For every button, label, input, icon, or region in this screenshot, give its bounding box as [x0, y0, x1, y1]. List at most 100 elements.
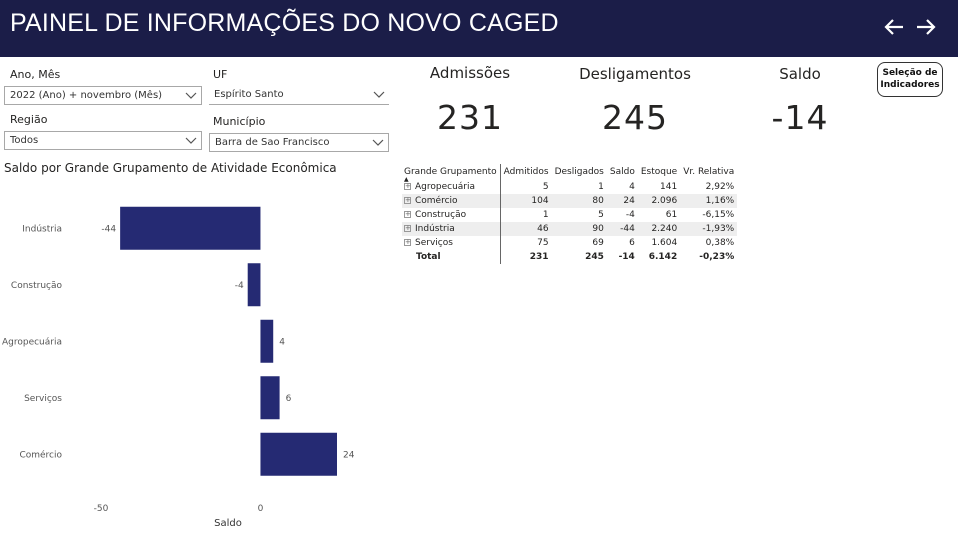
kpi-saldo-label: Saldo	[779, 65, 821, 83]
selecao-indicadores-button[interactable]: Seleção de Indicadores	[877, 62, 943, 97]
data-label: -44	[101, 224, 116, 234]
filter-label-ano-mes: Ano, Mês	[10, 68, 61, 81]
row-label-cell[interactable]: + Construção	[402, 208, 501, 222]
municipio-dropdown[interactable]: Barra de Sao Francisco	[209, 133, 389, 152]
row-label-cell[interactable]: + Comércio	[402, 194, 501, 208]
ano-mes-value: 2022 (Ano) + novembro (Mês)	[10, 90, 163, 101]
x-tick-label: -50	[94, 504, 109, 514]
category-label: Indústria	[22, 224, 62, 234]
row-label: Serviços	[415, 238, 453, 248]
kpi-admissoes-value: 231	[437, 98, 503, 137]
filter-label-uf: UF	[213, 68, 228, 81]
cell-vr-relativa: -6,15%	[702, 210, 735, 220]
col-header-saldo[interactable]: Saldo	[609, 167, 635, 177]
col-header-vr-relativa[interactable]: Vr. Relativa	[683, 167, 735, 177]
cell-estoque: 1.604	[651, 238, 678, 248]
category-label: Comércio	[19, 449, 62, 460]
col-header-grupamento-label: Grande Grupamento	[404, 167, 497, 177]
table-row: + Indústria 46 90 -44 2.240 -1,93%	[402, 222, 738, 236]
x-axis-title: Saldo	[214, 518, 242, 529]
row-label-cell[interactable]: + Serviços	[402, 236, 501, 250]
category-label: Serviços	[24, 394, 62, 404]
chart-title: Saldo por Grande Grupamento de Atividade…	[4, 161, 337, 175]
data-label: 24	[343, 450, 355, 460]
cell-estoque: 2.096	[637, 194, 681, 208]
total-vr-relativa: -0,23%	[699, 252, 735, 262]
cell-desligados: 1	[598, 182, 604, 192]
regiao-dropdown[interactable]: Todos	[4, 131, 202, 150]
cell-desligados: 5	[598, 210, 604, 220]
cell-saldo: 4	[629, 182, 635, 192]
filter-label-municipio: Município	[213, 115, 266, 128]
data-label: 4	[279, 337, 285, 347]
cell-desligados: 69	[592, 238, 604, 248]
cell-admitidos: 104	[500, 194, 552, 208]
table-row: + Serviços 75 69 6 1.604 0,38%	[402, 236, 737, 250]
data-label: -4	[235, 281, 244, 291]
total-saldo: -14	[618, 252, 635, 262]
uf-dropdown[interactable]: Espírito Santo	[209, 86, 389, 105]
expand-plus-icon[interactable]: +	[404, 210, 411, 218]
cell-vr-relativa: 2,92%	[705, 182, 735, 192]
kpi-desligamentos-label: Desligamentos	[579, 65, 691, 83]
kpi-admissoes-label: Admissões	[429, 64, 511, 82]
row-label: Agropecuária	[415, 182, 476, 192]
cell-saldo: 6	[629, 238, 635, 248]
cell-admitidos: 1	[542, 210, 549, 220]
cell-vr-relativa: -1,93%	[680, 222, 738, 236]
total-desligados: 245	[585, 252, 604, 262]
bar-0[interactable]	[120, 206, 261, 250]
total-label: Total	[402, 250, 501, 264]
expand-plus-icon[interactable]: +	[404, 238, 411, 246]
cell-admitidos: 5	[542, 182, 549, 192]
table-row: + Construção 1 5 -4 61 -6,15%	[402, 208, 737, 222]
forward-arrow-icon[interactable]	[914, 15, 938, 39]
bar-1[interactable]	[247, 263, 261, 307]
chevron-down-icon	[373, 91, 385, 98]
row-label-cell[interactable]: + Indústria	[402, 222, 501, 236]
cell-saldo: 24	[606, 194, 638, 208]
expand-plus-icon[interactable]: +	[404, 196, 411, 204]
regiao-value: Todos	[10, 135, 39, 146]
selecao-button-line1: Seleção de	[882, 68, 938, 78]
row-label: Construção	[415, 210, 467, 220]
total-estoque: 6.142	[648, 252, 678, 262]
expand-plus-icon[interactable]: +	[404, 182, 411, 190]
header-bar: PAINEL DE INFORMAÇÕES DO NOVO CAGED	[0, 0, 958, 57]
cell-estoque: 141	[660, 182, 678, 192]
col-header-estoque[interactable]: Estoque	[640, 167, 678, 177]
table-row: + Comércio 104 80 24 2.096 1,16%	[402, 194, 738, 208]
municipio-value: Barra de Sao Francisco	[215, 137, 330, 148]
cell-vr-relativa: 0,38%	[705, 238, 735, 248]
col-header-admitidos[interactable]: Admitidos	[503, 167, 549, 177]
grupamento-matrix-table: Grande Grupamento ▲ Admitidos Desligados…	[402, 164, 738, 264]
bar-3[interactable]	[260, 376, 280, 420]
row-label-cell[interactable]: + Agropecuária	[402, 180, 501, 194]
filter-label-regiao: Região	[10, 113, 48, 126]
cell-vr-relativa: 1,16%	[680, 194, 738, 208]
table-total-row: Total 231 245 -14 6.142 -0,23%	[402, 250, 737, 264]
chevron-down-icon	[372, 139, 384, 146]
bar-4[interactable]	[260, 432, 337, 476]
back-arrow-icon[interactable]	[882, 15, 906, 39]
selecao-button-line2: Indicadores	[880, 80, 940, 90]
data-label: 6	[286, 394, 292, 404]
chevron-down-icon	[185, 137, 197, 144]
kpi-saldo-value: -14	[771, 98, 829, 137]
col-header-grupamento[interactable]: Grande Grupamento ▲	[402, 164, 501, 183]
page-title: PAINEL DE INFORMAÇÕES DO NOVO CAGED	[10, 9, 559, 37]
table-header-row: Grande Grupamento ▲ Admitidos Desligados…	[402, 164, 737, 183]
col-header-desligados[interactable]: Desligados	[554, 167, 604, 177]
expand-plus-icon[interactable]: +	[404, 224, 411, 232]
row-label: Comércio	[415, 196, 458, 206]
sort-arrow-icon: ▲	[404, 176, 409, 183]
cell-estoque: 2.240	[637, 222, 681, 236]
category-label: Agropecuária	[2, 337, 62, 347]
ano-mes-dropdown[interactable]: 2022 (Ano) + novembro (Mês)	[4, 86, 202, 105]
cell-desligados: 80	[551, 194, 607, 208]
x-tick-label: 0	[258, 504, 264, 514]
bar-2[interactable]	[260, 319, 274, 363]
cell-saldo: -44	[606, 222, 638, 236]
saldo-bar-chart: Indústria -44 Construção -4 Agropecuária 4 Ser…	[2, 206, 355, 529]
category-label: Construção	[11, 281, 63, 291]
